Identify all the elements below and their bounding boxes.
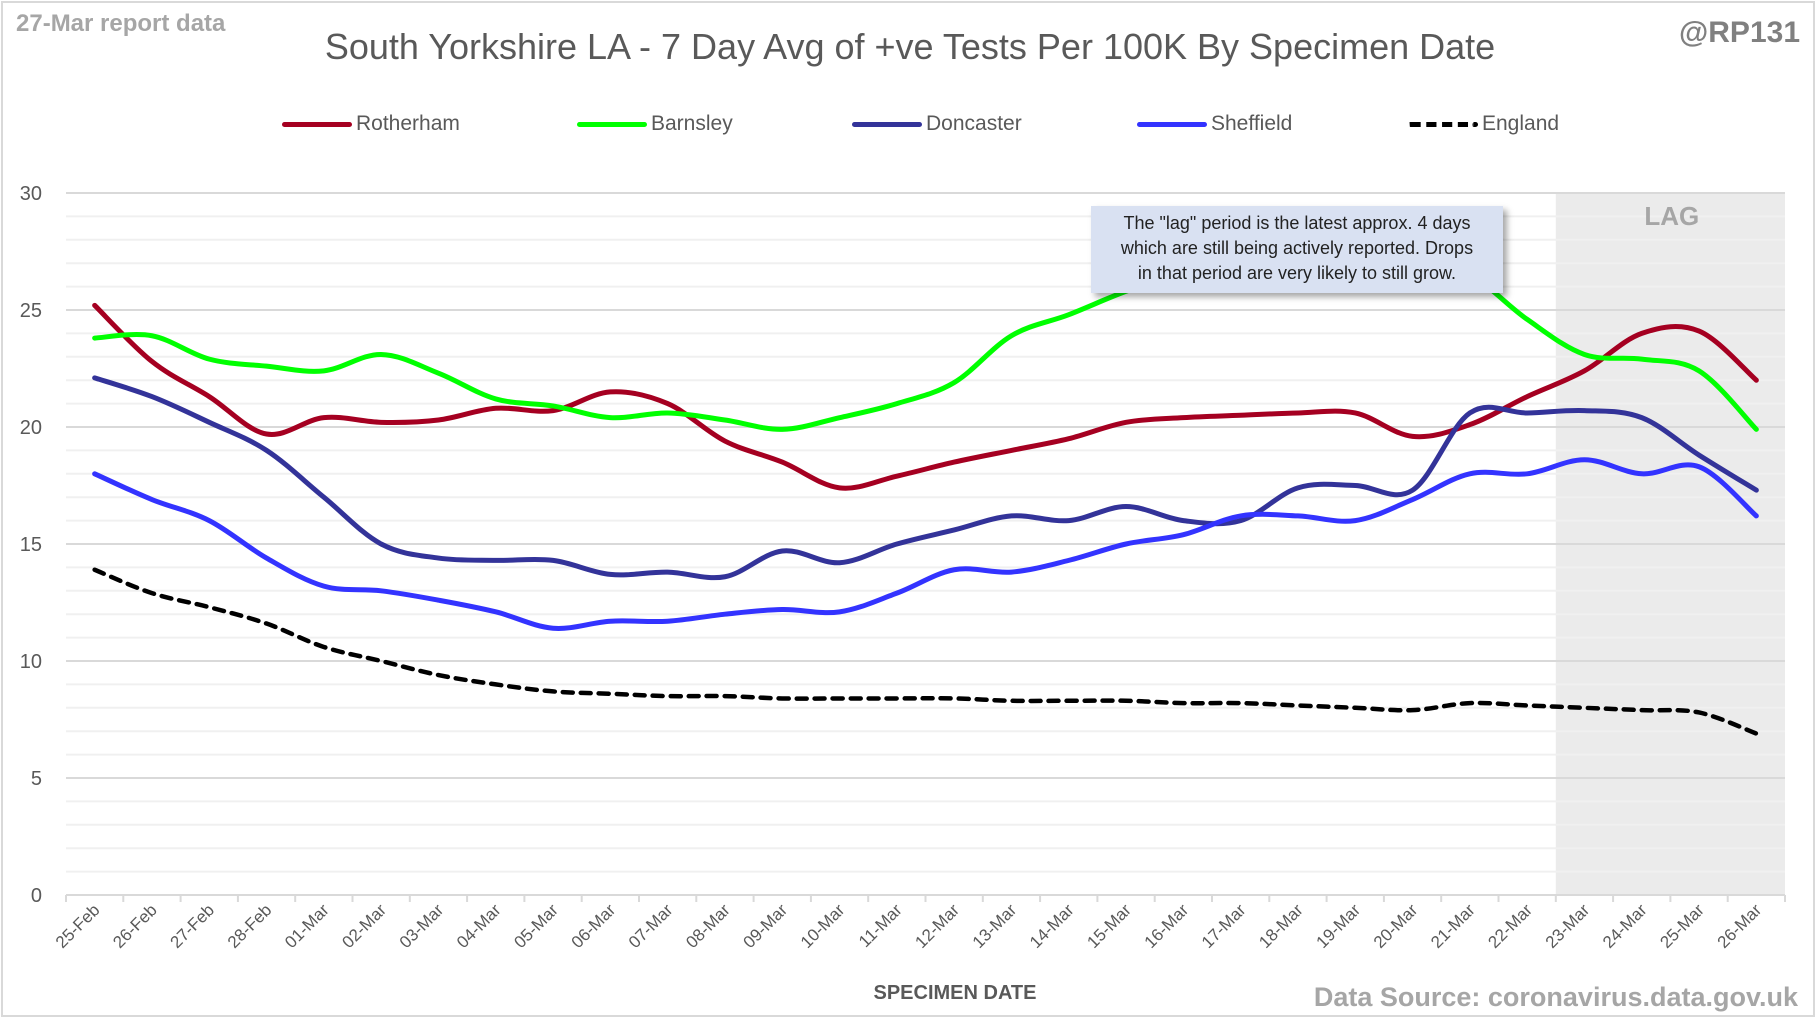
legend-item-england: England	[1408, 112, 1559, 136]
x-tick-label: 17-Mar	[1198, 900, 1250, 952]
x-tick-label: 10-Mar	[797, 900, 849, 952]
annotation-line: The "lag" period is the latest approx. 4…	[1123, 213, 1471, 233]
x-tick-label: 18-Mar	[1255, 900, 1307, 952]
legend-swatch	[1137, 121, 1207, 127]
x-tick-label: 26-Feb	[109, 900, 161, 952]
y-tick-label: 5	[31, 768, 42, 790]
x-tick-label: 14-Mar	[1026, 900, 1078, 952]
legend-swatch	[852, 121, 922, 127]
annotation-line: which are still being actively reported.…	[1120, 238, 1474, 258]
legend-item-rotherham: Rotherham	[282, 112, 460, 136]
x-tick-label: 07-Mar	[625, 900, 677, 952]
x-tick-label: 05-Mar	[510, 900, 562, 952]
legend-label: Rotherham	[356, 112, 460, 135]
x-tick-label: 19-Mar	[1313, 900, 1365, 952]
x-tick-label: 11-Mar	[855, 900, 906, 951]
legend-item-doncaster: Doncaster	[852, 112, 1022, 136]
y-tick-label: 20	[20, 417, 42, 439]
x-tick-label: 12-Mar	[911, 900, 963, 952]
x-tick-label: 16-Mar	[1141, 900, 1193, 952]
y-tick-label: 10	[20, 651, 42, 673]
data-source: Data Source: coronavirus.data.gov.uk	[1313, 982, 1798, 1012]
series-line-doncaster	[92, 375, 1759, 581]
legend-swatch	[577, 121, 647, 127]
x-tick-label: 23-Mar	[1542, 900, 1594, 952]
y-tick-label: 30	[20, 183, 42, 205]
x-tick-label: 15-Mar	[1083, 900, 1135, 952]
series-line-rotherham	[92, 302, 1759, 491]
series-line-sheffield	[92, 457, 1759, 631]
x-tick-label: 22-Mar	[1484, 900, 1536, 952]
legend: Rotherham Barnsley Doncaster Sheffield Engla…	[0, 112, 1820, 142]
author-handle: @RP131	[1679, 16, 1800, 49]
x-tick-label: 25-Mar	[1656, 900, 1708, 952]
legend-swatch	[282, 121, 352, 127]
legend-label: Doncaster	[926, 112, 1022, 135]
legend-item-barnsley: Barnsley	[577, 112, 733, 136]
x-tick-label: 02-Mar	[338, 900, 390, 952]
x-tick-label: 08-Mar	[682, 900, 734, 952]
report-date-note: 27-Mar report data	[16, 10, 226, 37]
y-tick-label: 25	[20, 300, 42, 322]
x-tick-label: 28-Feb	[224, 900, 276, 952]
x-tick-label: 04-Mar	[453, 900, 505, 952]
x-axis-title: SPECIMEN DATE	[873, 982, 1037, 1004]
series-line-england	[92, 567, 1759, 736]
lag-label: LAG	[1644, 201, 1700, 231]
annotation-line: in that period are very likely to still …	[1137, 263, 1457, 283]
x-tick-label: 20-Mar	[1370, 900, 1422, 952]
lag-annotation-box: The "lag" period is the latest approx. 4…	[1091, 206, 1503, 293]
y-tick-label: 15	[20, 534, 42, 556]
x-tick-label: 21-Mar	[1427, 900, 1479, 952]
x-tick-label: 26-Mar	[1714, 900, 1766, 952]
legend-label: Sheffield	[1211, 112, 1293, 135]
legend-swatch	[1408, 121, 1478, 127]
x-tick-label: 25-Feb	[52, 900, 104, 952]
y-tick-label: 0	[31, 885, 42, 907]
x-tick-label: 09-Mar	[740, 900, 792, 952]
x-tick-label: 01-Mar	[281, 900, 333, 952]
x-tick-label: 13-Mar	[969, 900, 1021, 952]
legend-label: England	[1482, 112, 1560, 135]
x-tick-label: 03-Mar	[396, 900, 448, 952]
legend-label: Barnsley	[651, 112, 733, 135]
x-tick-label: 06-Mar	[568, 900, 620, 952]
chart-title: South Yorkshire LA - 7 Day Avg of +ve Te…	[324, 26, 1496, 67]
x-tick-label: 24-Mar	[1599, 900, 1651, 952]
x-tick-label: 27-Feb	[167, 900, 219, 952]
legend-item-sheffield: Sheffield	[1137, 112, 1292, 136]
